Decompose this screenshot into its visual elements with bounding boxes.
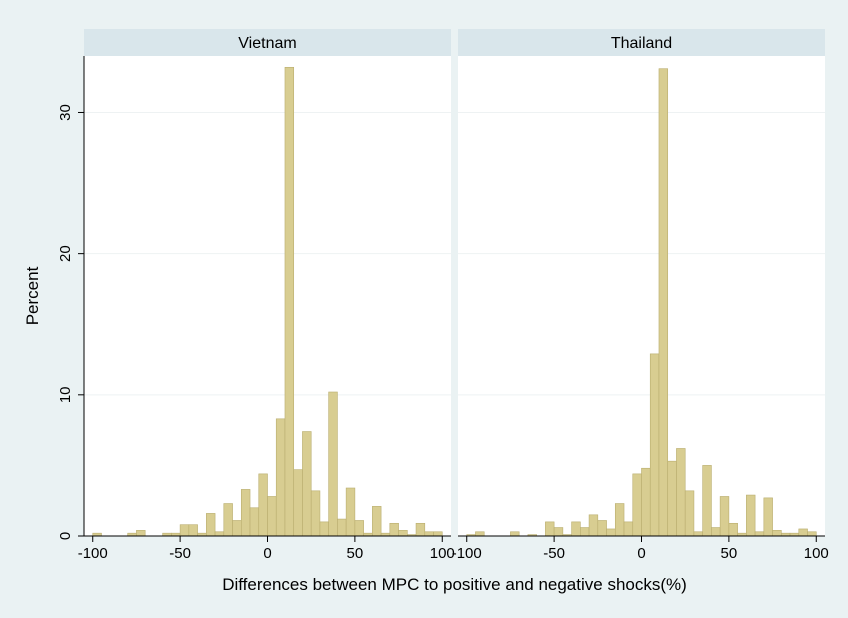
histogram-bar <box>475 531 485 537</box>
histogram-bar <box>206 513 216 537</box>
histogram-bar <box>693 531 703 537</box>
histogram-bar <box>433 531 443 537</box>
histogram-bar <box>667 460 677 537</box>
histogram-bar <box>389 522 399 537</box>
histogram-bar <box>684 490 695 537</box>
panel-strip <box>84 29 451 56</box>
histogram-bar <box>293 469 303 537</box>
x-tick-label: 0 <box>263 545 271 562</box>
histogram-bar <box>606 528 616 537</box>
panel-title: Thailand <box>611 35 672 52</box>
x-tick-label: -100 <box>452 545 482 562</box>
histogram-bar <box>249 507 260 537</box>
histogram-bar <box>711 527 721 537</box>
histogram-bar <box>676 448 686 537</box>
histogram-bar <box>424 531 434 537</box>
x-tick-label: 0 <box>637 545 645 562</box>
x-axis-ticks: -100 -50 0 50 100 <box>78 536 455 562</box>
x-tick-label: 50 <box>347 545 364 562</box>
y-gridlines <box>458 111 825 396</box>
histogram-bar <box>728 522 738 537</box>
histogram-bar <box>345 487 356 537</box>
histogram-bar <box>319 521 329 537</box>
histogram-bar <box>337 518 347 537</box>
histogram-bar <box>398 530 408 537</box>
x-axis-ticks: -100 -50 0 50 100 <box>452 536 829 562</box>
histogram-bar <box>415 522 426 537</box>
histogram-bar <box>372 506 382 537</box>
panel-right: Thailand -100 -50 0 50 100 <box>452 29 829 562</box>
y-tick-label: 0 <box>57 532 74 540</box>
histogram-bar <box>214 531 225 537</box>
x-tick-label: 50 <box>721 545 738 562</box>
histogram-bar <box>223 503 233 537</box>
histogram-bar <box>284 66 295 537</box>
histogram-bar <box>772 530 782 537</box>
x-tick-label: 100 <box>430 545 455 562</box>
histogram-bar <box>136 530 146 537</box>
x-axis-label: Differences between MPC to positive and … <box>222 575 687 594</box>
y-axis-label: Percent <box>23 266 42 325</box>
histogram-bar <box>754 531 765 537</box>
histogram-bar <box>240 489 251 537</box>
plot-area <box>458 56 825 536</box>
panel-title: Vietnam <box>238 35 296 52</box>
histogram-bar <box>719 496 730 537</box>
histogram-bar <box>510 531 520 537</box>
x-tick-label: 100 <box>804 545 829 562</box>
histogram-bar <box>267 496 277 537</box>
y-gridlines <box>84 111 451 396</box>
y-tick-label: 20 <box>57 245 74 262</box>
histogram-bar <box>623 521 634 537</box>
histogram-bar <box>798 528 808 537</box>
histogram-bar <box>179 524 190 537</box>
histogram-bar <box>597 520 607 537</box>
histogram-bar <box>580 527 590 537</box>
histogram-bar <box>588 514 599 537</box>
histogram-bar <box>746 494 756 537</box>
histogram-bar <box>702 465 712 537</box>
plot-area <box>84 56 451 536</box>
histogram-bar <box>328 391 338 537</box>
histogram-bar <box>275 418 286 537</box>
histogram-bar <box>807 531 817 537</box>
histogram-bar <box>232 520 242 537</box>
histogram-bar <box>553 527 564 537</box>
histogram-bar <box>354 520 364 537</box>
histogram-bar <box>763 497 773 537</box>
panel-left: Vietnam 0 10 20 30 -100 -50 0 50 100 <box>57 29 455 562</box>
histogram-bar <box>649 353 660 537</box>
histogram-bar <box>310 490 321 537</box>
x-tick-label: -50 <box>169 545 191 562</box>
y-axis-ticks: 0 10 20 30 <box>57 104 84 540</box>
panel-strip <box>458 29 825 56</box>
histogram-bar <box>302 431 312 537</box>
histogram-bar <box>258 473 268 537</box>
histogram-bar <box>658 68 669 537</box>
histogram-bar <box>571 521 581 537</box>
histogram-bar <box>632 473 642 537</box>
histogram-bar <box>614 503 625 537</box>
histogram-bar <box>641 467 651 537</box>
y-tick-label: 10 <box>57 386 74 403</box>
histogram-bar <box>188 524 198 537</box>
histogram-bar <box>545 521 555 537</box>
y-tick-label: 30 <box>57 104 74 121</box>
x-tick-label: -100 <box>78 545 108 562</box>
x-tick-label: -50 <box>543 545 565 562</box>
